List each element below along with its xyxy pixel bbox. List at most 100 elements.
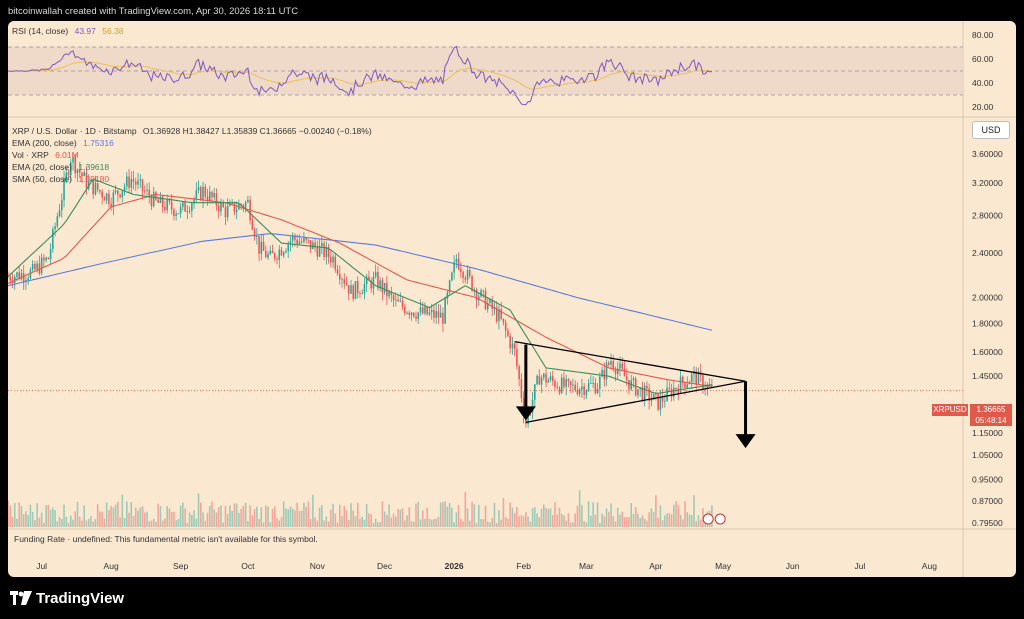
candle-body <box>61 200 63 211</box>
candle-body <box>581 386 583 390</box>
candle-body <box>267 253 269 258</box>
volume-bar <box>186 522 189 527</box>
candle-body <box>211 191 213 198</box>
volume-bar <box>253 508 256 527</box>
candle-body <box>605 362 608 380</box>
volume-bar <box>565 520 567 527</box>
candle-body <box>20 273 23 280</box>
candle-body <box>103 197 106 201</box>
legend-sma50-row[interactable]: SMA (50, close) 1.39180 <box>12 173 372 185</box>
candle-body <box>516 348 518 367</box>
candle-body <box>121 191 124 198</box>
candle-body <box>287 243 290 251</box>
candle-body <box>282 252 285 256</box>
currency-button[interactable]: USD <box>972 121 1010 139</box>
candle-body <box>29 269 32 279</box>
legend-symbol[interactable]: XRP / U.S. Dollar · 1D · Bitstamp <box>12 126 137 136</box>
candle-body <box>137 180 139 185</box>
candle-body <box>359 293 361 294</box>
candle-body <box>471 275 473 291</box>
volume-bar <box>354 515 357 527</box>
volume-bar <box>381 501 384 527</box>
candle-body <box>451 272 453 281</box>
volume-bar <box>244 502 247 527</box>
candle-body <box>150 197 153 207</box>
candle-body <box>247 199 249 203</box>
volume-bar <box>321 505 323 527</box>
volume-bar <box>621 511 624 527</box>
volume-bar <box>332 503 334 527</box>
candle-body <box>679 376 682 394</box>
volume-bar <box>282 501 285 527</box>
candle-body <box>316 247 319 257</box>
chart-panel[interactable]: 80.00 60.00 40.00 20.00 3.60000 3.20000 2.8000… <box>8 21 1016 577</box>
candle-body <box>480 290 482 297</box>
candle-body <box>233 201 236 213</box>
volume-bar <box>303 502 305 527</box>
volume-bar <box>677 505 680 527</box>
volume-bar <box>668 513 671 527</box>
volume-bar <box>368 513 370 527</box>
volume-bar <box>242 505 245 527</box>
volume-bar <box>484 505 487 527</box>
volume-bar <box>513 513 516 527</box>
volume-bar <box>448 502 451 527</box>
candle-body <box>706 384 709 389</box>
event-flag-icon <box>702 513 714 525</box>
candle-body <box>265 250 267 258</box>
volume-bar <box>54 510 56 527</box>
candle-body <box>27 278 29 280</box>
volume-bar <box>309 518 312 527</box>
candle-body <box>338 273 341 280</box>
volume-bar <box>650 508 653 527</box>
volume-bar <box>399 509 402 527</box>
candle-body <box>146 189 148 191</box>
candle-body <box>112 192 115 208</box>
candle-body <box>641 387 644 401</box>
candle-body <box>193 198 195 204</box>
volume-bar <box>143 512 146 527</box>
candle-body <box>625 376 628 380</box>
candle-body <box>543 373 545 378</box>
volume-bar <box>657 517 659 527</box>
candle-body <box>54 226 56 230</box>
candle-body <box>188 211 191 212</box>
candle-body <box>489 299 491 303</box>
candle-body <box>610 361 612 365</box>
legend-vol-row[interactable]: Vol · XRP 6.01M <box>12 149 372 161</box>
candle-body <box>666 387 668 401</box>
volume-bar <box>466 508 469 527</box>
candle-body <box>108 193 110 204</box>
candle-body <box>504 322 507 331</box>
legend-ema200-row[interactable]: EMA (200, close) 1.75316 <box>12 137 372 149</box>
chart-svg[interactable]: 80.00 60.00 40.00 20.00 3.60000 3.20000 2.8000… <box>8 21 1016 577</box>
time-tick-label: Dec <box>377 561 393 571</box>
volume-bar <box>538 517 541 527</box>
legend-ema20-row[interactable]: EMA (20, close) 1.39618 <box>12 161 372 173</box>
candle-body <box>536 375 538 385</box>
candle-body <box>345 283 348 286</box>
candle-body <box>574 384 576 391</box>
candle-body <box>69 162 72 176</box>
candle-body <box>298 241 301 245</box>
candle-body <box>354 281 357 299</box>
legend-sma50-value: 1.39180 <box>78 174 110 184</box>
volume-bar <box>195 518 198 527</box>
tradingview-logo[interactable]: TradingView <box>10 588 124 608</box>
time-tick-label: Sep <box>173 561 188 571</box>
volume-bar <box>412 521 415 527</box>
candle-body <box>186 211 189 213</box>
candle-body <box>206 196 209 201</box>
legend-symbol-row: XRP / U.S. Dollar · 1D · Bitstamp O1.369… <box>12 125 372 137</box>
candle-body <box>130 179 133 188</box>
candle-body <box>305 237 307 240</box>
candle-body <box>173 209 175 216</box>
volume-bar <box>545 507 547 527</box>
volume-bar <box>276 518 278 527</box>
volume-bar <box>426 507 428 527</box>
volume-bar <box>267 506 269 527</box>
volume-bar <box>215 512 218 527</box>
volume-bar <box>262 522 265 527</box>
candle-body <box>648 388 650 402</box>
volume-bar <box>343 506 346 527</box>
